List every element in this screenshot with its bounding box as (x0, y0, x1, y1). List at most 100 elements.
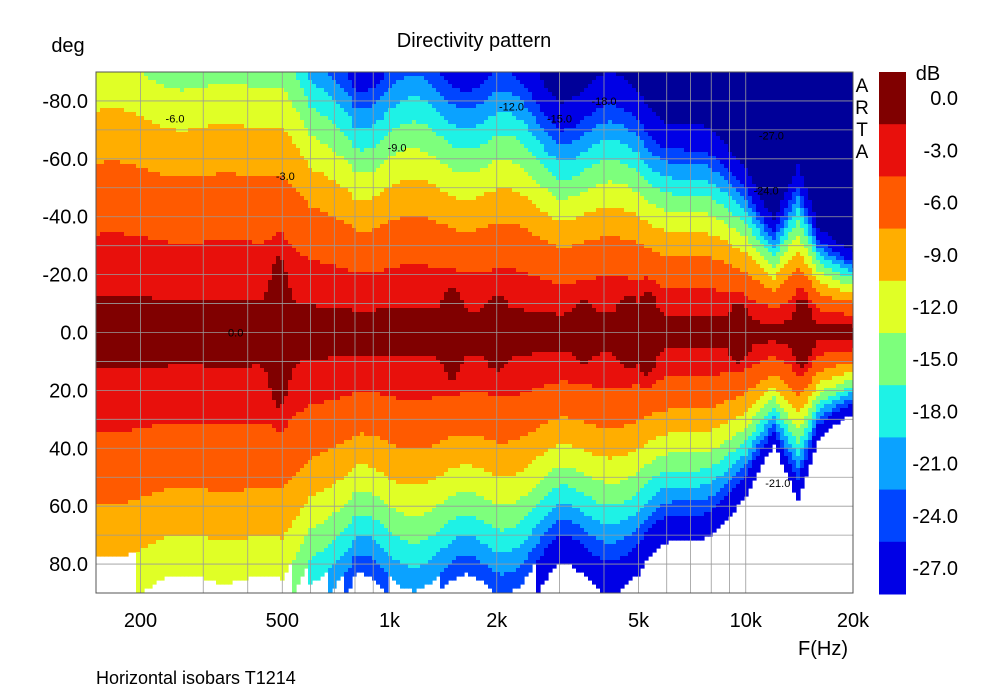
heatmap-cell (528, 536, 533, 553)
heatmap-cell (264, 176, 269, 241)
heatmap-cell (248, 424, 253, 489)
heatmap-cell (760, 396, 765, 409)
heatmap-cell (640, 220, 645, 245)
heatmap-cell (700, 164, 705, 181)
heatmap-cell (412, 264, 417, 309)
heatmap-cell (552, 384, 557, 421)
heatmap-cell (120, 504, 125, 557)
heatmap-cell (824, 352, 829, 369)
heatmap-cell (300, 360, 305, 413)
heatmap-cell (356, 232, 361, 273)
heatmap-cell (820, 72, 825, 233)
heatmap-cell (548, 172, 553, 193)
heatmap-cell (776, 404, 781, 413)
heatmap-cell (660, 472, 665, 489)
heatmap-cell (596, 356, 601, 389)
heatmap-cell (388, 532, 393, 557)
heatmap-cell (440, 396, 445, 441)
heatmap-cell (124, 72, 129, 113)
heatmap-cell (444, 80, 449, 101)
heatmap-cell (508, 504, 513, 529)
heatmap-cell (716, 204, 721, 221)
heatmap-cell (388, 88, 393, 109)
heatmap-cell (456, 372, 461, 397)
heatmap-cell (792, 228, 797, 241)
heatmap-cell (520, 144, 525, 169)
heatmap-cell (156, 240, 161, 301)
heatmap-cell (320, 88, 325, 117)
heatmap-cell (708, 168, 713, 185)
heatmap-cell (252, 128, 257, 177)
heatmap-cell (188, 488, 193, 537)
heatmap-cell (820, 232, 825, 245)
heatmap-cell (408, 448, 413, 485)
heatmap-cell (576, 420, 581, 449)
heatmap-cell (816, 260, 821, 273)
heatmap-cell (652, 228, 657, 253)
heatmap-cell (420, 484, 425, 517)
heatmap-cell (548, 72, 553, 93)
colorbar-swatch (879, 541, 906, 595)
heatmap-cell (788, 348, 793, 365)
heatmap-cell (312, 136, 317, 173)
colorbar-swatch (879, 437, 906, 491)
heatmap-cell (752, 236, 757, 249)
heatmap-cell (748, 276, 753, 301)
heatmap-cell (764, 232, 769, 241)
heatmap-cell (348, 524, 353, 549)
heatmap-cell (552, 420, 557, 449)
heatmap-cell (840, 396, 845, 405)
heatmap-cell (672, 516, 677, 541)
heatmap-cell (252, 424, 257, 489)
heatmap-cell (792, 256, 797, 273)
heatmap-cell (836, 352, 841, 365)
heatmap-cell (564, 100, 569, 129)
heatmap-cell (216, 368, 221, 425)
heatmap-cell (672, 432, 677, 453)
heatmap-cell (640, 372, 645, 389)
heatmap-cell (724, 456, 729, 473)
heatmap-cell (392, 356, 397, 397)
heatmap-cell (772, 388, 777, 397)
chart-title: Directivity pattern (397, 30, 552, 52)
heatmap-cell (724, 496, 729, 521)
heatmap-cell (464, 436, 469, 465)
heatmap-cell (804, 364, 809, 373)
heatmap-cell (488, 192, 493, 225)
heatmap-cell (360, 536, 365, 557)
heatmap-cell (800, 216, 805, 229)
heatmap-cell (788, 300, 793, 321)
heatmap-cell (188, 536, 193, 577)
heatmap-cell (668, 408, 673, 433)
heatmap-cell (528, 232, 533, 277)
heatmap-cell (660, 412, 665, 437)
heatmap-cell (412, 400, 417, 449)
heatmap-cell (736, 396, 741, 417)
heatmap-cell (540, 480, 545, 501)
heatmap-cell (568, 248, 573, 285)
heatmap-cell (756, 424, 761, 437)
heatmap-cell (496, 572, 501, 593)
heatmap-cell (96, 236, 101, 297)
heatmap-cell (368, 272, 373, 313)
heatmap-cell (376, 272, 381, 309)
heatmap-cell (620, 124, 625, 145)
heatmap-cell (448, 144, 453, 169)
heatmap-cell (804, 372, 809, 389)
heatmap-cell (472, 72, 477, 89)
heatmap-cell (348, 192, 353, 225)
heatmap-cell (452, 396, 457, 437)
heatmap-cell (792, 296, 797, 313)
heatmap-cell (268, 488, 273, 537)
heatmap-cell (424, 180, 429, 217)
x-tick-label: 1k (379, 610, 401, 632)
heatmap-cell (592, 240, 597, 281)
heatmap-cell (220, 300, 225, 369)
heatmap-cell (548, 192, 553, 217)
heatmap-cell (184, 488, 189, 537)
heatmap-cell (356, 312, 361, 357)
heatmap-cell (256, 88, 261, 129)
heatmap-cell (524, 148, 529, 173)
heatmap-cell (816, 240, 821, 249)
heatmap-cell (812, 264, 817, 277)
